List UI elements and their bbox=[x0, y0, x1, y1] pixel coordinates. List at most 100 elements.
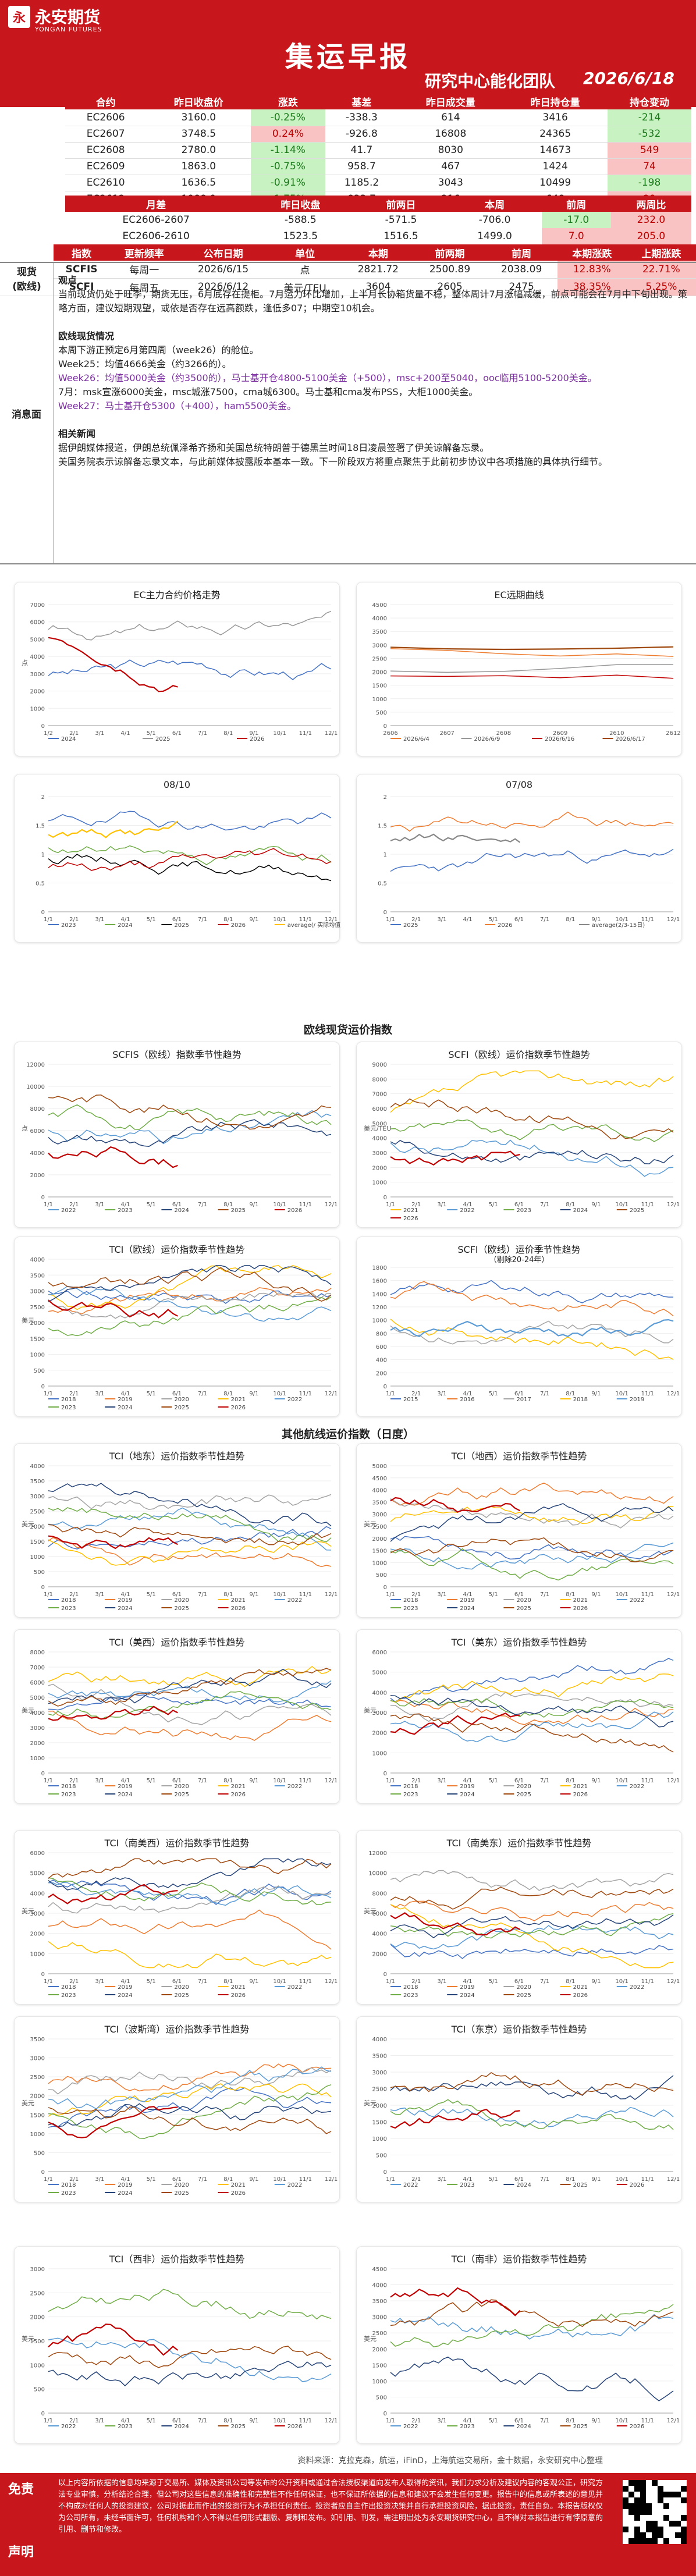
table-row: EC2606 3160.0 -0.25% -338.3 614 3416 -214 bbox=[65, 109, 691, 126]
x-tick-label: 6/1 bbox=[172, 1591, 182, 1598]
y-tick-label: 500 bbox=[34, 1368, 45, 1374]
y-tick-label: 8000 bbox=[30, 1106, 45, 1113]
x-tick-label: 1/1 bbox=[386, 2418, 395, 2424]
y-tick-label: 5000 bbox=[372, 1121, 387, 1127]
x-tick-label: 5/1 bbox=[147, 1391, 156, 1397]
y-tick-label: 500 bbox=[34, 1569, 45, 1576]
scfis-chart: SCFIS（欧线）指数季节性趋势 12000 10000 8000 6000 4000 20… bbox=[14, 1042, 340, 1228]
legend-label: 2019 bbox=[460, 1597, 474, 1604]
y-tick-label: 8000 bbox=[372, 1891, 387, 1897]
x-tick-label: 11/1 bbox=[299, 1202, 312, 1208]
x-tick-label: 12/1 bbox=[325, 2418, 338, 2424]
series-line bbox=[390, 2287, 521, 2316]
y-tick-label: 3000 bbox=[372, 2315, 387, 2321]
x-tick-label: 3/1 bbox=[95, 2176, 104, 2183]
y-tick-label: 3500 bbox=[30, 2037, 45, 2043]
series-line bbox=[390, 1542, 674, 1570]
futures-cell: 614 bbox=[398, 109, 503, 126]
y-tick-label: 2000 bbox=[30, 1740, 45, 1747]
x-tick-label: 4/1 bbox=[463, 916, 472, 923]
spread-cell: -17.0 bbox=[541, 212, 611, 228]
x-tick-label: 11/1 bbox=[641, 1391, 654, 1397]
y-tick-label: 1000 bbox=[30, 1951, 45, 1957]
y-tick-label: 4000 bbox=[372, 1931, 387, 1938]
x-tick-label: 11/1 bbox=[299, 1591, 312, 1598]
x-tick-label: 11/1 bbox=[299, 2418, 312, 2424]
x-tick-label: 9/1 bbox=[249, 1202, 258, 1208]
x-tick-label: 3/1 bbox=[95, 1391, 104, 1397]
y-tick-label: 400 bbox=[376, 1358, 387, 1364]
legend-label: 2024 bbox=[118, 1792, 132, 1798]
y-tick-label: 2000 bbox=[372, 1951, 387, 1957]
spot-table: 指数 更新频率 公布日期 单位 本期 前两期 前周 本期涨跌 上期涨跌 现货 (欧线) SCFIS… bbox=[0, 244, 696, 296]
y-tick-label: 2 bbox=[41, 794, 45, 801]
scfi-ex-chart: SCFI（欧线）运价季节性趋势 （剔除20-24年） 1800 1600 1400 120… bbox=[356, 1237, 682, 1417]
report-header: 永 永安期货 YONGAN FUTURES 集运早报 研究中心能化团队 2026… bbox=[0, 0, 696, 107]
y-tick-label: 1000 bbox=[372, 1750, 387, 1757]
futures-cell: 1185.2 bbox=[325, 175, 399, 191]
y-tick-label: 1 bbox=[383, 852, 387, 858]
futures-cell: -0.25% bbox=[251, 109, 325, 126]
legend-label: 2025 bbox=[630, 1207, 644, 1214]
table-row: 现货 (欧线) SCFIS 每周一 2026/6/15 点 2821.72 2500.89 2… bbox=[0, 261, 696, 296]
tci-jp-chart: TCI（东京）运价指数季节性趋势 4000 3500 3000 2500 2000 1500… bbox=[356, 2016, 682, 2202]
y-tick-label: 0 bbox=[383, 2411, 387, 2417]
futures-cell: 3416 bbox=[503, 109, 608, 126]
x-tick-label: 3/1 bbox=[437, 1978, 446, 1985]
y-tick-label: 5000 bbox=[372, 1670, 387, 1676]
y-tick-label: 0 bbox=[383, 1384, 387, 1390]
y-tick-label: 2000 bbox=[372, 2347, 387, 2353]
y-tick-label: 4500 bbox=[372, 2266, 387, 2273]
x-tick-label: 2/1 bbox=[69, 1978, 79, 1985]
y-tick-label: 500 bbox=[376, 1572, 387, 1579]
x-tick-label: 7/1 bbox=[540, 1202, 549, 1208]
y-tick-label: 4000 bbox=[30, 1257, 45, 1263]
x-tick-label: 4/1 bbox=[120, 916, 130, 923]
x-tick-label: 8/1 bbox=[566, 2176, 575, 2183]
y-tick-label: 1.5 bbox=[378, 823, 387, 830]
x-tick-label: 5/1 bbox=[147, 2176, 156, 2183]
news-line-1: 据伊朗媒体报道，伊朗总统佩泽希齐扬和美国总统特朗普于德黑兰时间18日凌晨签署了伊… bbox=[58, 442, 489, 453]
futures-cell: 41.7 bbox=[325, 142, 399, 159]
legend-label: 2019 bbox=[118, 1783, 132, 1790]
series-line bbox=[48, 1296, 332, 1337]
legend-label: 2026/6/17 bbox=[616, 736, 645, 742]
series-line bbox=[390, 1904, 674, 1969]
legend-label: 2023 bbox=[61, 1605, 76, 1612]
legend-label: 2023 bbox=[403, 1605, 418, 1612]
logo-subtext: YONGAN FUTURES bbox=[35, 26, 102, 33]
legend-label: 2017 bbox=[516, 1397, 531, 1403]
futures-cell: -926.8 bbox=[325, 126, 399, 143]
chart-svg: 2 1.5 1 0.5 01/1 2/1 3/1 4/1 5/1 6/1 7/1 8/1 9/1 10/1… bbox=[35, 794, 340, 929]
x-tick-label: 9/1 bbox=[249, 1778, 258, 1784]
x-tick-label: 10/1 bbox=[273, 1591, 286, 1598]
x-tick-label: 4/1 bbox=[463, 2176, 472, 2183]
futures-cell: 958.7 bbox=[325, 158, 399, 175]
x-tick-label: 12/1 bbox=[325, 916, 338, 923]
legend-label: 2021 bbox=[231, 1984, 246, 1991]
series-line bbox=[48, 2063, 332, 2092]
y-tick-label: 0 bbox=[41, 1384, 45, 1390]
legend-label: 2020 bbox=[174, 1984, 189, 1991]
x-tick-label: 10/1 bbox=[273, 2418, 286, 2424]
series-line bbox=[48, 1146, 178, 1168]
series-line bbox=[48, 2067, 332, 2095]
chart-svg: 4000 3500 3000 2500 2000 1500 1000 500 0 美元 1/1 2/1… bbox=[364, 2037, 680, 2188]
futures-col-header: 昨日持仓量 bbox=[503, 93, 608, 109]
x-tick-label: 4/1 bbox=[463, 1591, 472, 1598]
x-tick-label: 11/1 bbox=[641, 1202, 654, 1208]
series-line bbox=[48, 2103, 332, 2127]
series-line bbox=[390, 2304, 674, 2348]
x-tick-label: 1/1 bbox=[386, 1591, 395, 1598]
series-line bbox=[48, 1265, 332, 1302]
futures-col-header: 合约 bbox=[65, 93, 147, 109]
x-tick-label: 1/1 bbox=[44, 2176, 53, 2183]
x-tick-label: 3/1 bbox=[437, 1591, 446, 1598]
spot-cell: 每周五 bbox=[109, 278, 179, 296]
y-tick-label: 3000 bbox=[30, 2056, 45, 2062]
x-tick-label: 3/1 bbox=[437, 1202, 446, 1208]
legend-label: 2025 bbox=[174, 1992, 189, 1999]
x-tick-label: 1/1 bbox=[44, 2418, 53, 2424]
series-line bbox=[390, 2072, 674, 2096]
y-tick-label: 6000 bbox=[30, 620, 45, 626]
